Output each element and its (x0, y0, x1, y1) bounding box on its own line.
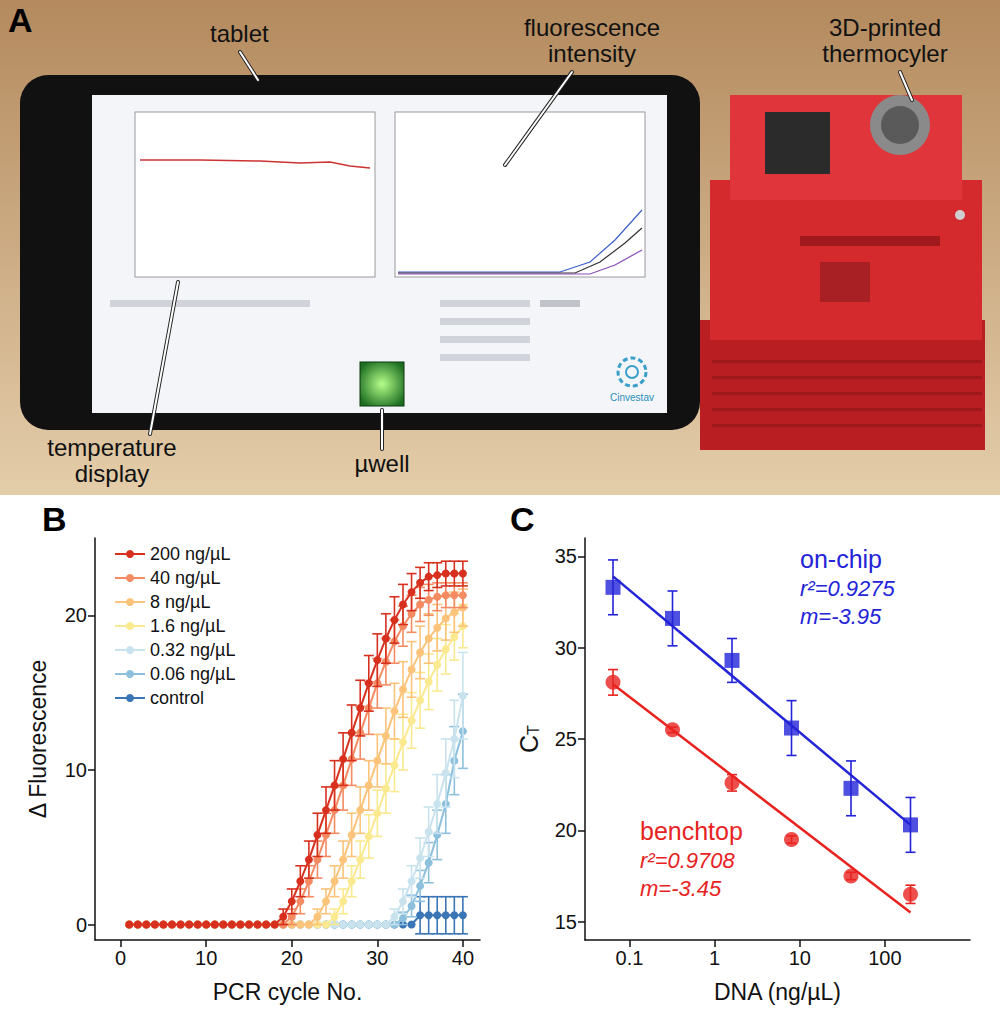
svg-text:on-chip: on-chip (800, 545, 882, 573)
svg-text:tablet: tablet (210, 20, 269, 47)
svg-text:25: 25 (555, 728, 577, 750)
svg-text:µwell: µwell (354, 450, 409, 477)
svg-text:20: 20 (555, 819, 577, 841)
svg-text:1.6 ng/µL: 1.6 ng/µL (150, 616, 225, 636)
svg-text:B: B (42, 500, 67, 538)
svg-text:C: C (510, 500, 535, 538)
svg-text:m=-3.95: m=-3.95 (800, 604, 882, 629)
svg-text:15: 15 (555, 911, 577, 933)
svg-text:benchtop: benchtop (640, 817, 743, 845)
svg-text:200 ng/µL: 200 ng/µL (150, 544, 230, 564)
svg-text:40: 40 (452, 947, 474, 969)
svg-text:30: 30 (555, 637, 577, 659)
svg-text:control: control (150, 688, 204, 708)
svg-text:m=-3.45: m=-3.45 (640, 876, 722, 901)
svg-text:display: display (75, 460, 150, 487)
svg-text:DNA (ng/µL): DNA (ng/µL) (714, 979, 841, 1005)
svg-text:A: A (8, 1, 33, 39)
svg-text:temperature: temperature (47, 434, 176, 461)
svg-text:intensity: intensity (548, 40, 636, 67)
svg-text:30: 30 (366, 947, 388, 969)
svg-text:10: 10 (789, 947, 811, 969)
svg-text:r²=0.9708: r²=0.9708 (640, 848, 736, 873)
svg-text:thermocyler: thermocyler (822, 40, 947, 67)
svg-text:0: 0 (115, 947, 126, 969)
svg-text:100: 100 (868, 947, 901, 969)
svg-text:0.32 ng/µL: 0.32 ng/µL (150, 640, 235, 660)
svg-text:PCR cycle No.: PCR cycle No. (213, 979, 363, 1005)
svg-text:35: 35 (555, 545, 577, 567)
svg-text:10: 10 (195, 947, 217, 969)
svg-text:20: 20 (281, 947, 303, 969)
svg-text:0.1: 0.1 (616, 947, 644, 969)
svg-text:T: T (525, 725, 542, 735)
svg-text:r²=0.9275: r²=0.9275 (800, 576, 896, 601)
svg-text:40 ng/µL: 40 ng/µL (150, 568, 220, 588)
svg-text:C: C (515, 735, 543, 753)
svg-text:fluorescence: fluorescence (524, 14, 660, 41)
svg-text:0: 0 (76, 914, 87, 936)
svg-text:Δ Fluorescence: Δ Fluorescence (25, 660, 51, 819)
svg-text:10: 10 (65, 759, 87, 781)
svg-text:Cinvestav: Cinvestav (610, 392, 654, 403)
svg-text:8 ng/µL: 8 ng/µL (150, 592, 210, 612)
svg-text:0.06 ng/µL: 0.06 ng/µL (150, 664, 235, 684)
svg-text:1: 1 (709, 947, 720, 969)
svg-text:3D-printed: 3D-printed (829, 14, 941, 41)
svg-text:20: 20 (65, 604, 87, 626)
